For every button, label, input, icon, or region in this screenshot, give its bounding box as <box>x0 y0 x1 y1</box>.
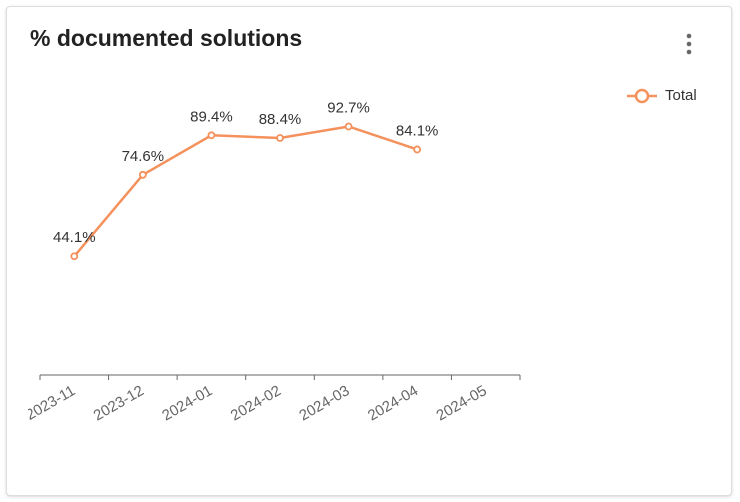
data-label: 44.1% <box>53 229 96 246</box>
legend: Total <box>627 87 697 104</box>
card <box>6 6 732 496</box>
x-tick-label: 2023-11 <box>23 382 78 424</box>
point <box>344 122 353 131</box>
data-label: 92.7% <box>327 99 370 116</box>
plot-area: 2023-11 2023-12 2024-01 2024-02 2024-03 2024-… <box>23 99 521 424</box>
x-tick-label: 2024-02 <box>228 382 284 424</box>
series-line <box>73 125 418 258</box>
legend-label: Total <box>665 87 697 104</box>
menu-button[interactable] <box>686 33 692 55</box>
point <box>276 134 284 142</box>
x-tick-label: 2024-03 <box>296 382 352 424</box>
data-label: 89.4% <box>190 108 233 125</box>
x-tick-label: 2024-01 <box>159 382 215 424</box>
legend-marker <box>634 88 650 104</box>
point <box>70 252 79 261</box>
x-tick-label: 2024-05 <box>434 382 490 424</box>
data-label: 88.4% <box>259 111 302 128</box>
chart-title: % documented solutions <box>30 25 302 51</box>
point <box>413 145 422 154</box>
data-label: 84.1% <box>396 122 439 139</box>
point <box>207 131 216 140</box>
point <box>138 170 147 179</box>
data-label: 74.6% <box>122 148 165 165</box>
x-tick-label: 2023-12 <box>91 382 147 424</box>
x-tick-label: 2024-04 <box>365 382 421 424</box>
